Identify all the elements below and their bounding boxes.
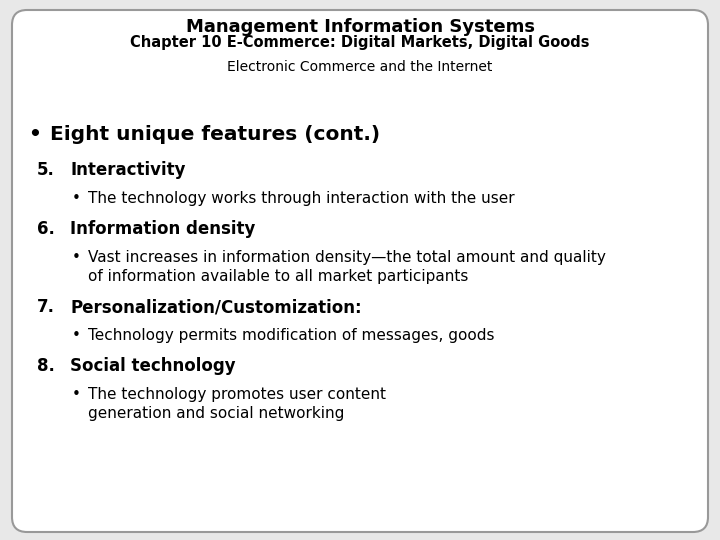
Text: 8.: 8.	[37, 357, 55, 375]
Text: The technology promotes user content: The technology promotes user content	[88, 387, 386, 402]
Text: •: •	[72, 250, 81, 265]
Text: •: •	[72, 191, 81, 206]
Text: •: •	[28, 125, 41, 144]
Text: The technology works through interaction with the user: The technology works through interaction…	[88, 191, 515, 206]
FancyBboxPatch shape	[12, 10, 708, 532]
Text: Personalization/Customization:: Personalization/Customization:	[70, 298, 361, 316]
Text: Management Information Systems: Management Information Systems	[186, 18, 534, 36]
Text: •: •	[72, 387, 81, 402]
Text: Interactivity: Interactivity	[70, 161, 186, 179]
Text: Chapter 10 E-Commerce: Digital Markets, Digital Goods: Chapter 10 E-Commerce: Digital Markets, …	[130, 35, 590, 50]
Text: Electronic Commerce and the Internet: Electronic Commerce and the Internet	[228, 60, 492, 74]
Text: Information density: Information density	[70, 220, 256, 238]
Text: generation and social networking: generation and social networking	[88, 406, 344, 421]
Text: Vast increases in information density—the total amount and quality: Vast increases in information density—th…	[88, 250, 606, 265]
Text: of information available to all market participants: of information available to all market p…	[88, 269, 469, 284]
Text: 7.: 7.	[37, 298, 55, 316]
Text: 5.: 5.	[37, 161, 55, 179]
Text: Technology permits modification of messages, goods: Technology permits modification of messa…	[88, 328, 495, 343]
Text: •: •	[72, 328, 81, 343]
Text: Social technology: Social technology	[70, 357, 235, 375]
Text: 6.: 6.	[37, 220, 55, 238]
Text: Eight unique features (cont.): Eight unique features (cont.)	[50, 125, 380, 144]
